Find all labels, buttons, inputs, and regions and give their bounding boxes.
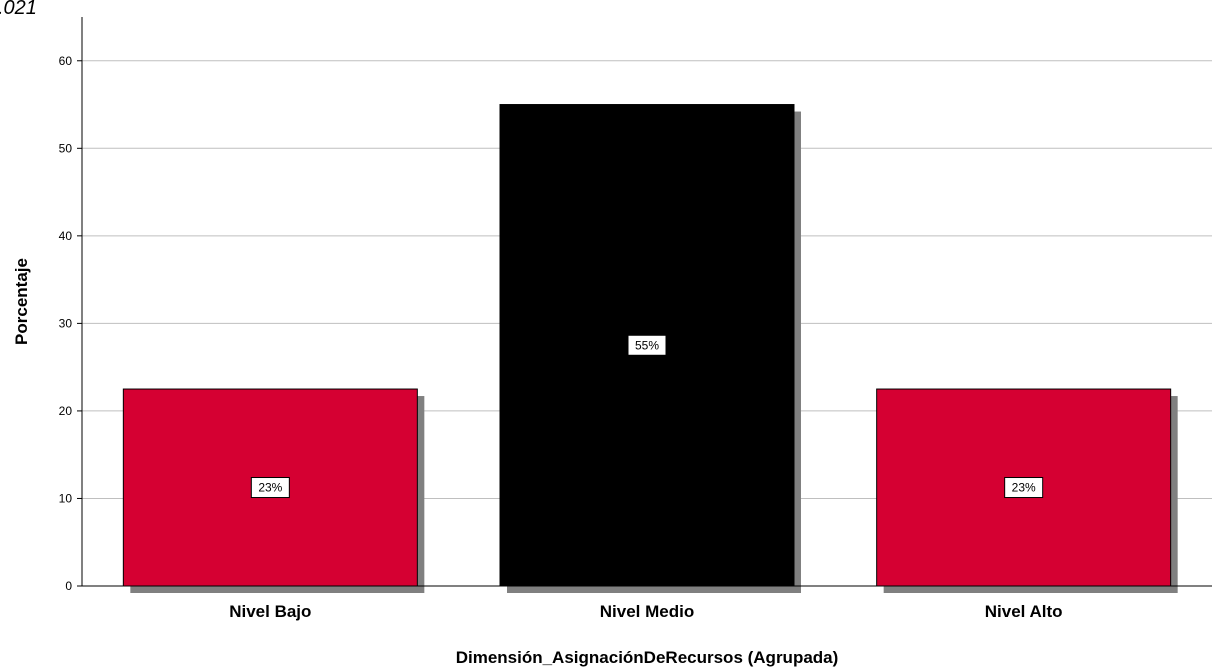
x-category-label: Nivel Medio — [600, 602, 694, 621]
data-label-box — [250, 477, 290, 499]
corner-text: .021 — [0, 0, 37, 19]
x-axis-categories: Nivel Bajo Nivel Medio Nivel Alto — [229, 602, 1062, 621]
y-tick-label: 60 — [59, 54, 73, 68]
y-tick-label: 40 — [59, 229, 73, 243]
data-label-box — [1004, 477, 1044, 499]
data-label: 23% — [258, 481, 282, 495]
x-axis-title: Dimensión_AsignaciónDeRecursos (Agrupada… — [456, 648, 839, 667]
data-label-box — [627, 334, 667, 356]
y-axis-title: Porcentaje — [12, 258, 31, 345]
axes — [81, 17, 1212, 587]
x-category-label: Nivel Bajo — [229, 602, 311, 621]
y-axis-ticks: 0 10 20 30 40 50 60 — [59, 54, 82, 593]
x-category-label: Nivel Alto — [985, 602, 1063, 621]
y-tick-label: 0 — [65, 579, 72, 593]
y-tick-label: 30 — [59, 316, 73, 330]
y-tick-label: 20 — [59, 404, 73, 418]
bars: 23% 55% 23% — [122, 104, 1178, 594]
data-label: 23% — [1012, 481, 1036, 495]
y-tick-label: 10 — [59, 491, 73, 505]
y-tick-label: 50 — [59, 141, 73, 155]
data-label: 55% — [635, 338, 659, 352]
